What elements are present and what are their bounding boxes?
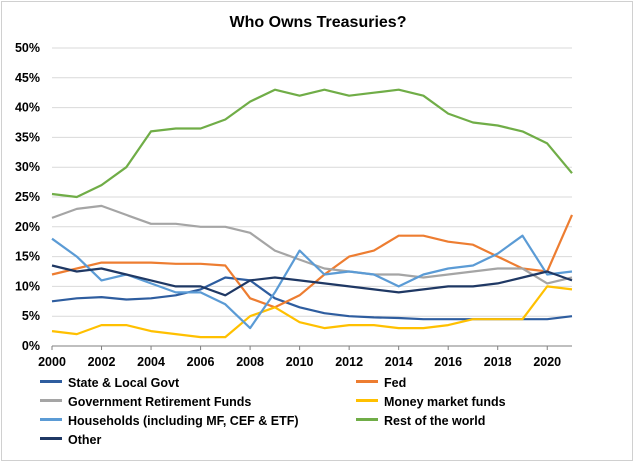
- x-tick-label: 2002: [88, 355, 116, 369]
- legend-label: Government Retirement Funds: [68, 395, 252, 409]
- legend-item: Government Retirement Funds: [40, 395, 251, 409]
- x-tick-label: 2010: [286, 355, 314, 369]
- series-line: [51, 214, 574, 309]
- legend-swatch: [356, 380, 378, 384]
- legend-swatch: [40, 380, 62, 384]
- y-tick-label: 20%: [15, 220, 40, 234]
- y-tick-label: 0%: [22, 339, 40, 353]
- y-tick-label: 25%: [15, 190, 40, 204]
- legend-label: Other: [68, 433, 102, 447]
- legend-label: Money market funds: [384, 395, 506, 409]
- x-tick-label: 2020: [533, 355, 561, 369]
- series-line: [51, 234, 573, 330]
- legend-item: State & Local Govt: [40, 376, 179, 390]
- legend-swatch: [40, 418, 62, 422]
- y-tick-label: 15%: [15, 250, 40, 264]
- legend-swatch: [40, 399, 62, 403]
- legend-swatch: [356, 418, 378, 422]
- legend-item: Rest of the world: [356, 414, 485, 428]
- legend-swatch: [40, 437, 62, 441]
- series-line: [51, 88, 573, 199]
- legend-label: Rest of the world: [384, 414, 486, 428]
- y-tick-label: 50%: [15, 41, 40, 55]
- x-tick-label: 2000: [38, 355, 66, 369]
- series-line: [51, 285, 573, 339]
- y-tick-label: 35%: [15, 130, 40, 144]
- legend-label: Households (including MF, CEF & ETF): [68, 414, 299, 428]
- chart-title: Who Owns Treasuries?: [229, 14, 407, 31]
- x-tick-label: 2016: [434, 355, 462, 369]
- legend-item: Households (including MF, CEF & ETF): [40, 414, 299, 428]
- x-tick-label: 2014: [385, 355, 413, 369]
- series-line: [51, 204, 573, 285]
- x-tick-label: 2012: [335, 355, 363, 369]
- x-tick-label: 2006: [187, 355, 215, 369]
- x-tick-label: 2008: [236, 355, 264, 369]
- series-line: [51, 264, 573, 297]
- y-tick-label: 10%: [15, 279, 40, 293]
- legend-item: Fed: [356, 376, 406, 390]
- y-tick-label: 40%: [15, 101, 40, 115]
- y-tick-label: 5%: [22, 309, 40, 323]
- legend-item: Money market funds: [356, 395, 506, 409]
- y-tick-label: 45%: [15, 71, 40, 85]
- x-tick-label: 2018: [484, 355, 512, 369]
- legend-item: Other: [40, 433, 101, 447]
- legend-label: State & Local Govt: [68, 376, 180, 390]
- x-tick-label: 2004: [137, 355, 165, 369]
- legend-swatch: [356, 399, 378, 403]
- legend-label: Fed: [384, 376, 407, 390]
- y-tick-label: 30%: [15, 160, 40, 174]
